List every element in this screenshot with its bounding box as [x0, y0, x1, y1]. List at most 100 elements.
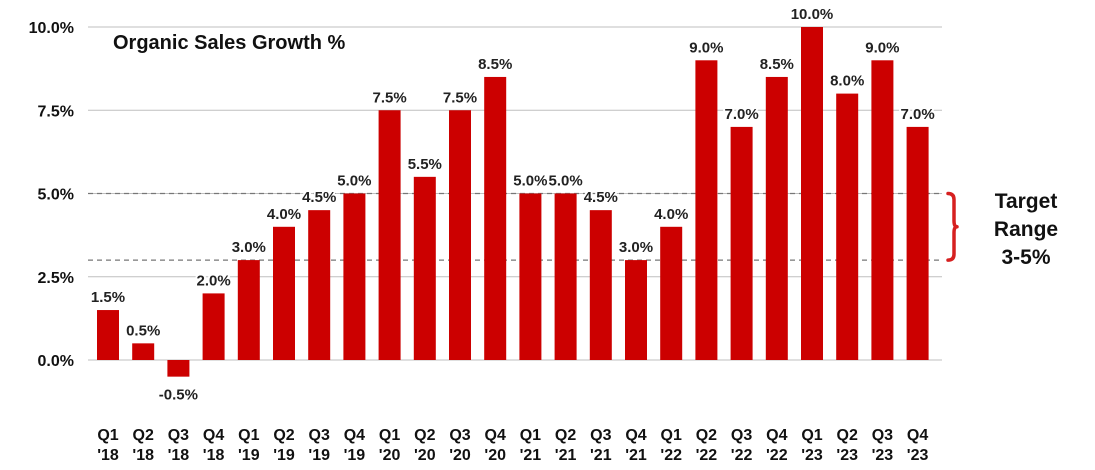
bar	[343, 193, 366, 360]
data-label: 5.5%	[408, 156, 442, 173]
data-label: 1.5%	[91, 289, 125, 306]
x-tick-label-quarter: Q4	[907, 427, 928, 444]
bar	[132, 343, 155, 360]
y-tick-label: 7.5%	[38, 103, 74, 120]
x-tick-label-quarter: Q1	[661, 427, 682, 444]
x-tick-label-quarter: Q3	[872, 427, 893, 444]
y-tick-label: 5.0%	[38, 187, 74, 204]
data-label: 7.0%	[900, 106, 934, 123]
x-tick-label-year: '23	[836, 447, 858, 464]
x-tick-label-quarter: Q4	[625, 427, 646, 444]
x-tick-label-year: '20	[449, 447, 471, 464]
x-tick-label-year: '20	[414, 447, 436, 464]
x-tick-label-year: '19	[273, 447, 295, 464]
x-tick-label-year: '18	[203, 447, 225, 464]
x-tick-label-year: '22	[766, 447, 788, 464]
bar	[484, 76, 507, 360]
bar	[519, 193, 542, 360]
data-label: 4.5%	[302, 189, 336, 206]
x-tick-label-quarter: Q3	[168, 427, 189, 444]
x-tick-label-quarter: Q3	[731, 427, 752, 444]
chart-title: Organic Sales Growth %	[113, 32, 346, 54]
x-tick-label-quarter: Q3	[309, 427, 330, 444]
data-label: 3.0%	[619, 239, 653, 256]
x-tick-label-year: '18	[97, 447, 119, 464]
x-tick-label-quarter: Q3	[590, 427, 611, 444]
data-label: 10.0%	[791, 6, 834, 23]
x-tick-label-year: '20	[484, 447, 506, 464]
data-label: 4.0%	[267, 206, 301, 223]
data-label: 8.5%	[478, 56, 512, 73]
x-tick-label-quarter: Q1	[520, 427, 541, 444]
data-label: 4.5%	[584, 189, 618, 206]
bar	[97, 310, 119, 360]
data-label: 7.0%	[724, 106, 758, 123]
x-tick-label-year: '22	[731, 447, 753, 464]
y-tick-label: 10.0%	[29, 20, 74, 37]
x-tick-label-year: '22	[660, 447, 682, 464]
data-label: -0.5%	[159, 387, 198, 404]
bar	[237, 260, 260, 360]
bar	[836, 93, 859, 360]
x-tick-label-year: '23	[907, 447, 929, 464]
x-tick-label-quarter: Q1	[379, 427, 400, 444]
bar	[906, 126, 929, 361]
data-label: 9.0%	[865, 39, 899, 56]
bar	[589, 210, 612, 360]
x-tick-label-year: '23	[801, 447, 823, 464]
data-label: 5.0%	[337, 173, 371, 190]
bar	[202, 293, 225, 360]
x-tick-label-quarter: Q4	[344, 427, 365, 444]
x-tick-label-year: '21	[520, 447, 542, 464]
bar	[660, 226, 683, 360]
x-axis-tick-labels: Q1 '18 Q2 '18 Q3 '18 Q4 '18 Q1 '19 Q2 '19 Q3 '19 Q4 '19…	[97, 427, 928, 464]
data-label: 4.0%	[654, 206, 688, 223]
x-tick-label-quarter: Q2	[133, 427, 154, 444]
x-tick-label-quarter: Q1	[97, 427, 118, 444]
bar	[308, 210, 331, 360]
x-tick-label-quarter: Q4	[485, 427, 506, 444]
bar	[273, 226, 295, 360]
bar	[871, 60, 894, 361]
bar	[625, 260, 647, 360]
data-label: 2.0%	[196, 272, 230, 289]
x-tick-label-quarter: Q1	[238, 427, 259, 444]
bar	[695, 60, 718, 361]
bar	[167, 360, 190, 377]
target-range-label-line-1: Target	[995, 190, 1058, 213]
bars	[97, 27, 929, 377]
x-tick-label-year: '19	[344, 447, 366, 464]
y-tick-label: 0.0%	[38, 353, 74, 370]
x-tick-label-quarter: Q2	[414, 427, 435, 444]
x-tick-label-quarter: Q4	[203, 427, 224, 444]
x-tick-label-year: '21	[590, 447, 612, 464]
x-tick-label-quarter: Q1	[801, 427, 822, 444]
data-label: 7.5%	[443, 89, 477, 106]
data-label: 5.0%	[513, 173, 547, 190]
data-label: 5.0%	[548, 173, 582, 190]
data-label: 7.5%	[372, 89, 406, 106]
target-range-lines	[88, 192, 942, 261]
x-tick-label-quarter: Q3	[449, 427, 470, 444]
x-tick-label-year: '19	[238, 447, 260, 464]
bar	[378, 110, 401, 360]
data-labels: 1.5%0.5%-0.5%2.0%3.0%4.0%4.5%5.0%7.5%5.5…	[89, 4, 937, 406]
y-tick-label: 2.5%	[38, 270, 74, 287]
x-tick-label-quarter: Q2	[555, 427, 576, 444]
y-axis-tick-labels: 0.0% 2.5% 5.0% 7.5% 10.0%	[29, 20, 74, 370]
bar	[801, 27, 823, 360]
data-label: 8.0%	[830, 73, 864, 90]
bar	[730, 126, 753, 361]
x-tick-label-year: '18	[168, 447, 190, 464]
x-tick-label-year: '22	[696, 447, 718, 464]
x-tick-label-quarter: Q2	[696, 427, 717, 444]
x-tick-label-year: '23	[872, 447, 894, 464]
target-range-label-line-3: 3-5%	[1001, 246, 1050, 269]
x-tick-label-quarter: Q4	[766, 427, 787, 444]
data-label: 8.5%	[760, 56, 794, 73]
data-label: 0.5%	[126, 322, 160, 339]
x-tick-label-quarter: Q2	[837, 427, 858, 444]
bar	[449, 110, 471, 360]
bar	[554, 193, 577, 360]
